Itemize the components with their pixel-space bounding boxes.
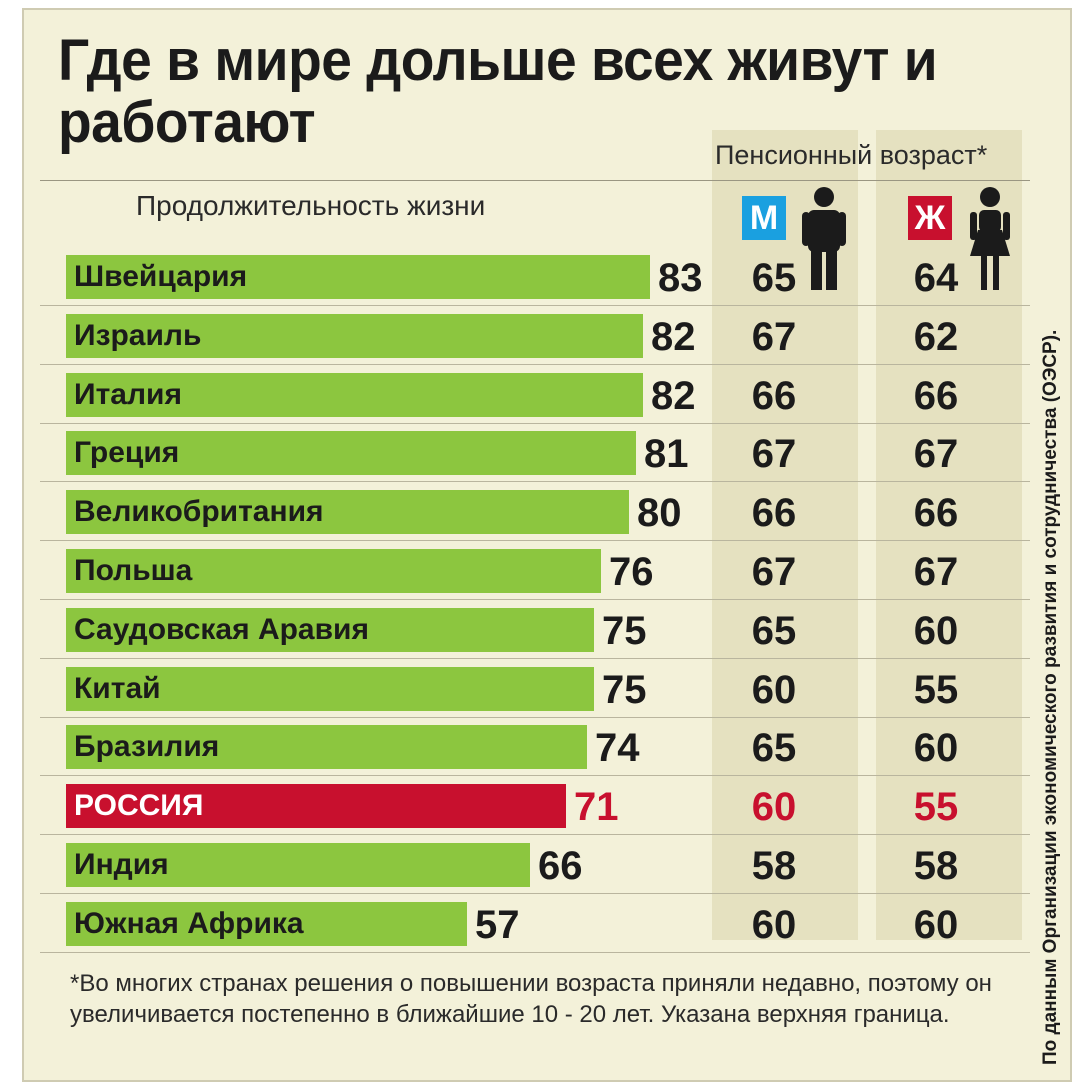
- life-value: 82: [651, 314, 696, 359]
- male-pension-value: 67: [751, 550, 797, 594]
- life-bar: [66, 607, 594, 652]
- life-bar: [66, 784, 566, 829]
- life-bar: [66, 431, 636, 476]
- table-row: Польша 76 67 67: [40, 542, 1040, 600]
- country-label: Саудовская Аравия: [74, 612, 370, 646]
- country-label: Греция: [74, 436, 180, 470]
- male-pension-value: 67: [751, 314, 797, 359]
- male-pension-value: 60: [751, 902, 797, 947]
- life-value: 57: [475, 902, 520, 947]
- row-divider: [40, 599, 1030, 600]
- country-label: Китай: [74, 671, 161, 705]
- title-divider: [40, 180, 1030, 181]
- table-row: Великобритания 80 66 66: [40, 483, 1040, 542]
- female-pension-value: 62: [913, 314, 959, 359]
- country-label: Италия: [74, 377, 182, 411]
- life-value: 66: [538, 844, 583, 888]
- row-divider: [40, 951, 1030, 953]
- female-pension-value: 67: [913, 550, 959, 594]
- female-pension-value: 66: [913, 373, 959, 418]
- man-icon: [802, 187, 846, 290]
- table-row: Южная Африка 57 60 60: [40, 895, 1040, 953]
- table-row: Греция 81 67 67: [40, 424, 1040, 483]
- female-pension-value: 67: [913, 432, 959, 477]
- male-pension-value: 66: [751, 491, 797, 536]
- male-pension-value: 60: [751, 785, 797, 830]
- male-pension-value: 67: [751, 432, 797, 477]
- male-pension-value: 60: [751, 667, 797, 712]
- country-label: Южная Африка: [74, 906, 304, 940]
- table-row: Италия 82 66 66: [40, 366, 1040, 424]
- life-value: 76: [609, 550, 654, 594]
- life-bar: [66, 255, 650, 299]
- woman-icon: [970, 187, 1010, 290]
- life-bar: [66, 725, 587, 770]
- male-pension-value: 58: [751, 844, 797, 888]
- male-badge: М: [742, 196, 786, 240]
- table-row: Китай 75 60 55: [40, 660, 1040, 718]
- source-note: По данным Организации экономического раз…: [1040, 329, 1061, 1065]
- row-divider: [40, 305, 1030, 306]
- table-row: Бразилия 74 65 60: [40, 718, 1040, 777]
- country-label: Индия: [74, 848, 169, 881]
- female-pension-value: 55: [913, 785, 959, 830]
- life-bar: [66, 313, 643, 358]
- row-divider: [40, 657, 1030, 659]
- life-value: 75: [602, 608, 647, 653]
- life-value: 80: [637, 491, 682, 536]
- life-expectancy-label: Продолжительность жизни: [136, 190, 486, 221]
- life-value: 83: [658, 256, 703, 300]
- row-divider: [40, 481, 1030, 483]
- table-row: РОССИЯ 71 60 55: [40, 777, 1040, 836]
- female-badge: Ж: [908, 196, 952, 240]
- row-divider: [40, 893, 1030, 894]
- life-value: 81: [644, 432, 689, 477]
- life-bar: [66, 372, 643, 417]
- life-bar: [66, 901, 467, 946]
- country-label: Бразилия: [74, 730, 220, 764]
- female-pension-value: 60: [913, 902, 959, 947]
- female-pension-value: 60: [913, 726, 959, 771]
- country-label: Великобритания: [74, 495, 324, 529]
- life-bar: [66, 666, 594, 711]
- female-pension-value: 64: [913, 256, 959, 300]
- table-row: Израиль 82 67 62: [40, 307, 1040, 365]
- pension-age-label: Пенсионный возраст*: [715, 140, 988, 170]
- female-pension-value: 66: [913, 491, 959, 536]
- table-row: Швейцария 83 65 64: [40, 248, 1040, 306]
- row-divider: [40, 775, 1030, 777]
- row-divider: [40, 716, 1030, 718]
- female-pension-value: 58: [913, 844, 959, 888]
- country-label: Польша: [74, 554, 193, 587]
- life-value: 75: [602, 667, 647, 712]
- table-row: Саудовская Аравия 75 65 60: [40, 601, 1040, 659]
- life-value: 82: [651, 373, 696, 418]
- female-pension-value: 55: [913, 667, 959, 712]
- row-divider: [40, 363, 1030, 365]
- country-label: РОССИЯ: [74, 789, 204, 823]
- life-value: 74: [595, 726, 640, 771]
- footnote: *Во многих странах решения о повышении в…: [70, 970, 992, 1028]
- country-label: Швейцария: [74, 260, 248, 293]
- male-pension-value: 65: [751, 726, 797, 771]
- table-row: Индия 66 58 58: [40, 836, 1040, 894]
- life-value: 71: [574, 785, 619, 830]
- country-label: Израиль: [74, 318, 202, 352]
- life-bar: [66, 843, 530, 887]
- male-pension-value: 65: [751, 256, 797, 300]
- life-bar: [66, 490, 629, 535]
- life-bar: [66, 549, 601, 593]
- row-divider: [40, 422, 1030, 424]
- male-pension-value: 66: [751, 373, 797, 418]
- male-pension-value: 65: [751, 608, 797, 653]
- row-divider: [40, 834, 1030, 836]
- chart-title: Где в мире дольше всех живут и работают: [58, 28, 938, 155]
- female-pension-value: 60: [913, 608, 959, 653]
- row-divider: [40, 540, 1030, 542]
